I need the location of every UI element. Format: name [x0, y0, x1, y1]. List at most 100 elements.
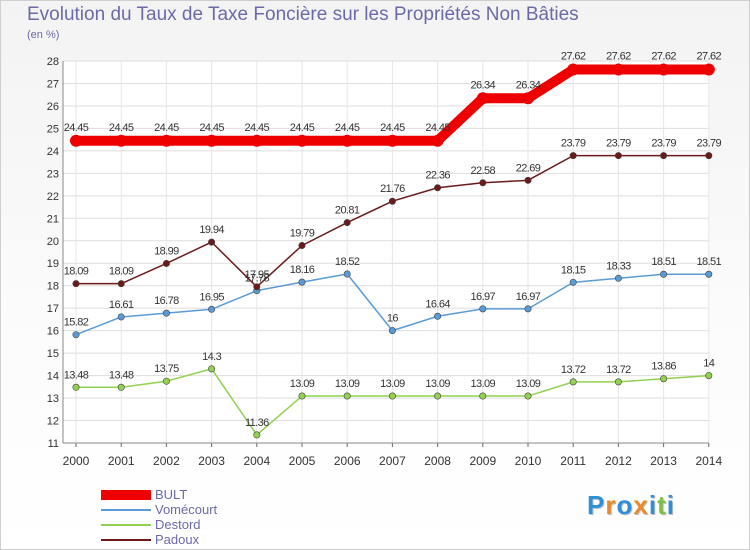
data-point-destord: [343, 392, 351, 400]
legend-item: BULT: [101, 487, 217, 502]
data-point-vomecourt: [162, 309, 170, 317]
data-label-padoux: 17.95: [245, 269, 270, 281]
legend-label: Destord: [155, 517, 201, 532]
data-label-destord: 13.09: [380, 378, 405, 390]
data-label-vomecourt: 16.61: [109, 299, 134, 311]
y-tick-label: 20: [47, 236, 59, 248]
data-point-destord: [253, 431, 261, 439]
data-label-vomecourt: 17.78: [245, 273, 270, 285]
data-label-destord: 13.72: [561, 364, 586, 376]
data-point-padoux: [614, 152, 622, 160]
legend-swatch: [101, 508, 151, 511]
legend-swatch: [101, 489, 151, 500]
data-point-destord: [479, 392, 487, 400]
data-label-padoux: 18.09: [109, 266, 134, 278]
data-label-vomecourt: 16.97: [516, 291, 541, 303]
x-tick-label: 2009: [469, 454, 496, 468]
data-point-bult: [341, 134, 354, 147]
data-label-destord: 13.48: [109, 369, 134, 381]
x-tick-label: 2002: [153, 454, 180, 468]
y-tick-label: 21: [47, 213, 59, 225]
data-point-destord: [298, 392, 306, 400]
x-tick-label: 2001: [108, 454, 135, 468]
data-point-destord: [208, 365, 216, 373]
y-tick-label: 14: [47, 371, 59, 383]
y-tick-label: 27: [47, 78, 59, 90]
data-label-destord: 13.09: [425, 378, 450, 390]
data-point-bult: [476, 92, 489, 105]
data-point-padoux: [434, 184, 442, 192]
data-label-vomecourt: 18.51: [697, 256, 722, 268]
data-point-bult: [250, 134, 263, 147]
y-tick-label: 28: [47, 56, 59, 68]
y-tick-label: 18: [47, 281, 59, 293]
data-point-destord: [614, 378, 622, 386]
x-tick-label: 2007: [379, 454, 406, 468]
data-label-bult: 24.45: [290, 122, 315, 134]
data-label-vomecourt: 16.78: [154, 295, 179, 307]
proxiti-logo: Proxiti: [587, 490, 675, 520]
x-tick-label: 2000: [63, 454, 90, 468]
data-point-padoux: [705, 152, 713, 160]
y-axis-unit: (en %): [27, 29, 60, 41]
data-point-padoux: [117, 280, 125, 288]
data-point-bult: [612, 63, 625, 76]
data-point-padoux: [208, 238, 216, 246]
y-tick-label: 26: [47, 101, 59, 113]
y-tick-label: 12: [47, 416, 59, 428]
x-tick-label: 2005: [289, 454, 316, 468]
data-label-padoux: 19.94: [199, 224, 224, 236]
y-tick-label: 22: [47, 191, 59, 203]
data-label-vomecourt: 16: [387, 313, 399, 325]
data-point-vomecourt: [208, 305, 216, 313]
data-point-bult: [205, 134, 218, 147]
data-label-destord: 14.3: [202, 351, 221, 363]
data-label-padoux: 18.09: [64, 266, 89, 278]
data-label-padoux: 23.79: [651, 138, 676, 150]
y-tick-label: 24: [47, 146, 59, 158]
data-point-padoux: [253, 283, 261, 291]
y-tick-label: 19: [47, 258, 59, 270]
x-tick-label: 2006: [334, 454, 361, 468]
data-label-vomecourt: 15.82: [64, 317, 89, 329]
data-label-padoux: 23.79: [697, 138, 722, 150]
x-tick-label: 2014: [695, 454, 722, 468]
data-label-destord: 13.48: [64, 369, 89, 381]
x-tick-label: 2012: [605, 454, 632, 468]
data-label-vomecourt: 18.16: [290, 264, 315, 276]
data-label-padoux: 18.99: [154, 245, 179, 257]
data-point-padoux: [72, 280, 80, 288]
data-label-vomecourt: 18.33: [606, 260, 631, 272]
data-point-bult: [522, 92, 534, 105]
data-point-destord: [388, 392, 396, 400]
data-label-bult: 27.62: [561, 51, 586, 63]
data-point-vomecourt: [705, 270, 713, 278]
data-point-padoux: [479, 179, 487, 187]
data-point-destord: [569, 378, 577, 386]
data-label-padoux: 22.58: [471, 165, 496, 177]
data-point-bult: [386, 134, 399, 147]
legend-item: Destord: [101, 517, 217, 532]
data-label-destord: 14: [703, 358, 715, 370]
data-point-destord: [162, 377, 170, 385]
data-point-vomecourt: [117, 313, 125, 321]
data-label-padoux: 21.76: [380, 183, 405, 195]
data-point-vomecourt: [298, 278, 306, 286]
y-tick-label: 13: [47, 393, 59, 405]
data-point-destord: [705, 372, 713, 380]
data-point-vomecourt: [524, 305, 532, 313]
data-point-vomecourt: [479, 305, 487, 313]
data-point-vomecourt: [660, 270, 668, 278]
data-point-destord: [660, 375, 668, 383]
data-label-bult: 26.34: [471, 79, 496, 91]
data-label-padoux: 20.81: [335, 205, 360, 217]
data-point-padoux: [569, 152, 577, 160]
data-point-padoux: [524, 176, 532, 184]
x-tick-label: 2008: [424, 454, 451, 468]
data-label-bult: 24.45: [425, 122, 450, 134]
chart-title: Evolution du Taux de Taxe Foncière sur l…: [27, 4, 579, 25]
data-label-vomecourt: 16.97: [471, 291, 496, 303]
y-tick-label: 23: [47, 168, 59, 180]
data-label-bult: 27.62: [697, 51, 722, 63]
